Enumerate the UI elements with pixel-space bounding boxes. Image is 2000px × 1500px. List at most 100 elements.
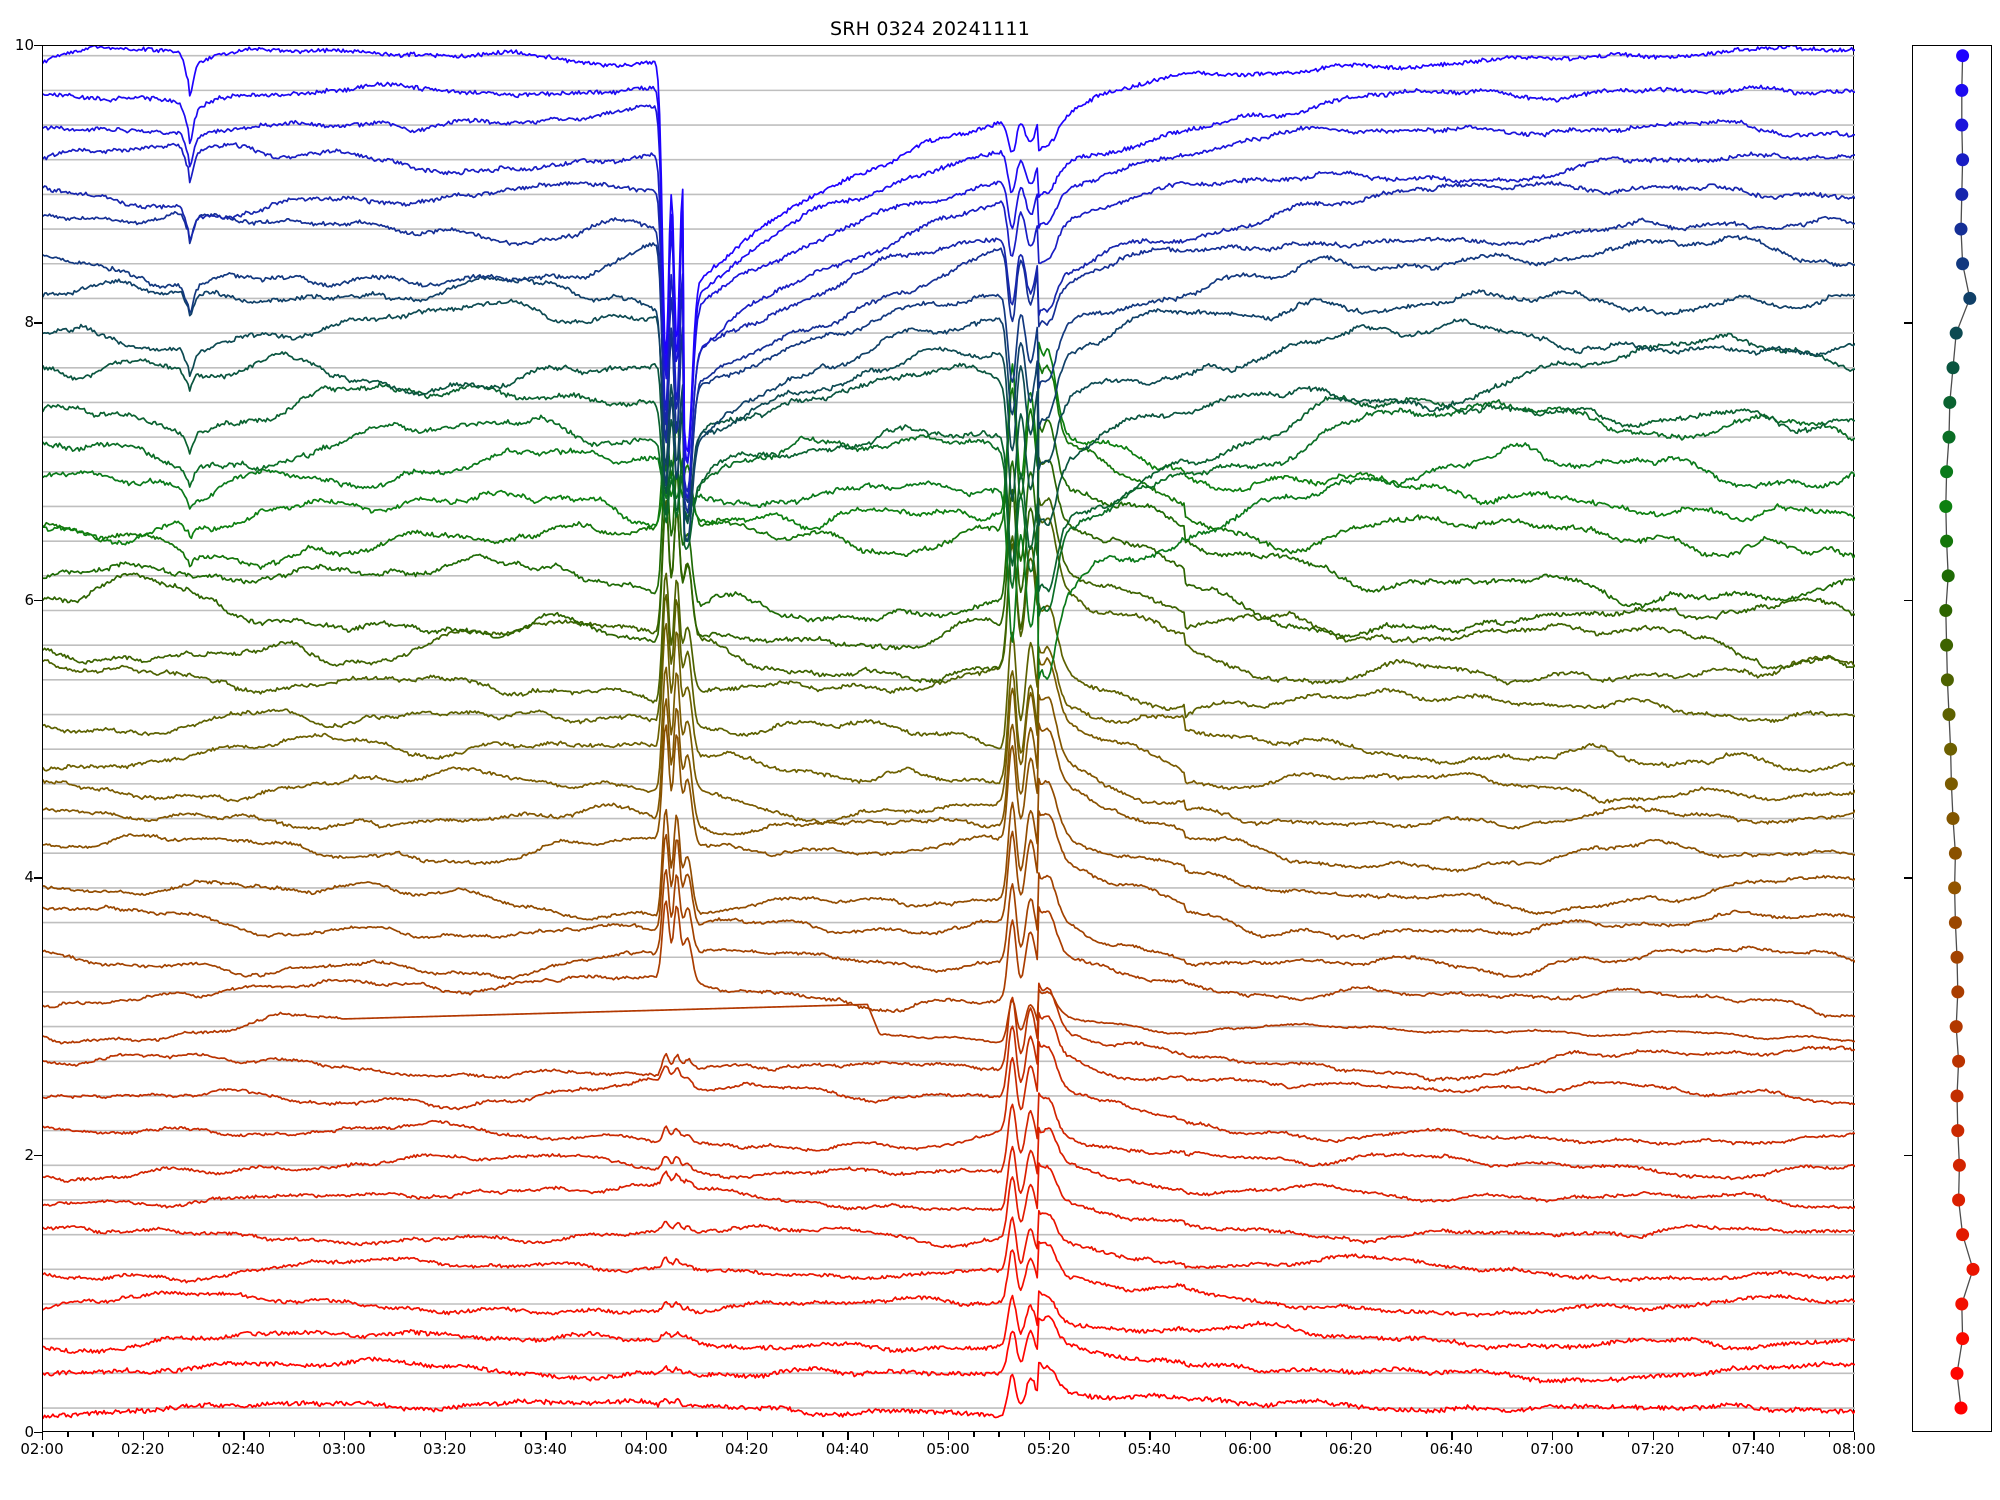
profile-point-marker[interactable] [1940,638,1954,652]
profile-point-marker[interactable] [1951,985,1965,999]
waterfall-trace [43,142,1855,499]
profile-point-marker[interactable] [1950,1089,1964,1103]
side-y-tick-mark [1904,322,1912,324]
x-minor-tick-mark [1023,1432,1025,1437]
waterfall-trace [43,362,1855,570]
profile-point-marker[interactable] [1954,1401,1968,1415]
profile-point-marker[interactable] [1955,118,1969,132]
y-tick-label: 0 [24,1423,34,1441]
waterfall-trace [43,988,1855,1045]
x-minor-tick-mark [998,1432,1000,1437]
x-tick-mark [646,1432,648,1440]
profile-point-marker[interactable] [1951,1124,1965,1138]
profile-point-marker[interactable] [1963,291,1977,305]
profile-point-marker[interactable] [1944,777,1958,791]
x-tick-label: 07:40 [1731,1440,1775,1458]
x-minor-tick-mark [268,1432,270,1437]
x-minor-tick-mark [67,1432,69,1437]
waterfall-trace [43,497,1855,684]
waterfall-trace [43,777,1855,921]
x-minor-tick-mark [1778,1432,1780,1437]
x-minor-tick-mark [595,1432,598,1437]
profile-point-marker[interactable] [1949,1020,1963,1034]
profile-point-marker[interactable] [1946,361,1960,375]
x-minor-tick-mark [318,1432,321,1437]
x-tick-label: 07:00 [1530,1440,1574,1458]
x-minor-tick-mark [193,1432,195,1437]
profile-point-marker[interactable] [1943,395,1957,409]
waterfall-trace [43,982,1855,1082]
x-axis-tick-labels: 02:00 02:20 02:40 03:00 03:20 03:40 04:00 04:20… [20,1440,1875,1470]
profile-point-marker[interactable] [1942,708,1956,722]
profile-point-marker[interactable] [1950,950,1964,964]
x-minor-tick-mark [1703,1432,1705,1437]
y-tick-label: 2 [24,1145,34,1164]
waterfall-trace [43,399,1855,617]
waterfall-trace [43,1011,1855,1111]
x-tick-label: 06:20 [1329,1440,1373,1458]
x-tick-mark [142,1432,145,1440]
profile-point-marker[interactable] [1948,846,1962,860]
waterfall-trace [43,1290,1855,1355]
x-minor-tick-mark [1627,1432,1629,1437]
profile-point-marker[interactable] [1942,430,1956,444]
profile-point-marker[interactable] [1950,1366,1964,1380]
x-tick-label: 04:00 [624,1440,668,1458]
profile-point-marker[interactable] [1954,222,1968,236]
profile-point-marker[interactable] [1939,604,1953,618]
x-minor-tick-mark [1426,1432,1428,1437]
profile-point-marker[interactable] [1949,326,1963,340]
profile-point-marker[interactable] [1952,1193,1966,1207]
x-tick-mark [545,1432,547,1440]
x-tick-mark [1451,1432,1453,1440]
x-tick-mark [1753,1432,1755,1440]
x-minor-tick-mark [1401,1432,1403,1437]
waterfall-trace [43,180,1855,493]
profile-point-marker[interactable] [1940,465,1954,479]
profile-point-marker[interactable] [1955,83,1969,97]
waterfall-trace [43,900,1855,1018]
waterfall-trace [43,1315,1855,1384]
x-tick-mark [444,1432,447,1440]
x-tick-mark [243,1432,245,1440]
profile-point-marker[interactable] [1946,812,1960,826]
y-axis-tick-marks [0,45,42,1434]
waterfall-trace [43,1162,1855,1249]
profile-point-marker[interactable] [1940,534,1954,548]
x-minor-tick-mark [570,1432,572,1437]
profile-point-marker[interactable] [1941,569,1955,583]
profile-point-marker[interactable] [1956,49,1970,63]
side-y-axis-tick-marks [1904,45,1914,1433]
x-minor-tick-mark [1099,1432,1101,1437]
profile-point-marker[interactable] [1956,1228,1970,1242]
waterfall-traces-svg [43,46,1855,1420]
profile-point-marker[interactable] [1939,499,1953,513]
profile-point-marker[interactable] [1952,1054,1966,1068]
x-tick-label: 05:40 [1127,1440,1171,1458]
y-tick-label: 4 [24,868,34,887]
profile-point-marker[interactable] [1956,153,1970,167]
profile-point-marker[interactable] [1956,1332,1970,1346]
trace-baselines [43,54,1855,1409]
x-tick-label: 03:00 [322,1440,366,1458]
profile-point-marker[interactable] [1940,673,1954,687]
profile-point-marker[interactable] [1948,916,1962,930]
profile-point-marker[interactable] [1956,257,1970,271]
profile-point-marker[interactable] [1966,1262,1980,1276]
trace-group [43,46,1855,1420]
profile-point-marker[interactable] [1955,1297,1969,1311]
profile-point-marker[interactable] [1952,1158,1966,1172]
main-plot-axes [42,45,1897,1433]
profile-point-marker[interactable] [1955,187,1969,201]
x-minor-tick-mark [394,1432,396,1437]
y-axis-tick-labels: 0 2 4 6 8 10 [0,36,34,1441]
waterfall-trace [43,1240,1855,1318]
x-minor-tick-mark [1174,1432,1176,1437]
y-tick-label: 10 [14,36,34,54]
waterfall-trace [43,1209,1855,1284]
profile-point-marker[interactable] [1948,881,1962,895]
x-minor-tick-mark [1728,1432,1730,1437]
profile-point-marker[interactable] [1944,742,1958,756]
x-minor-tick-mark [721,1432,723,1437]
waterfall-trace [43,234,1855,504]
